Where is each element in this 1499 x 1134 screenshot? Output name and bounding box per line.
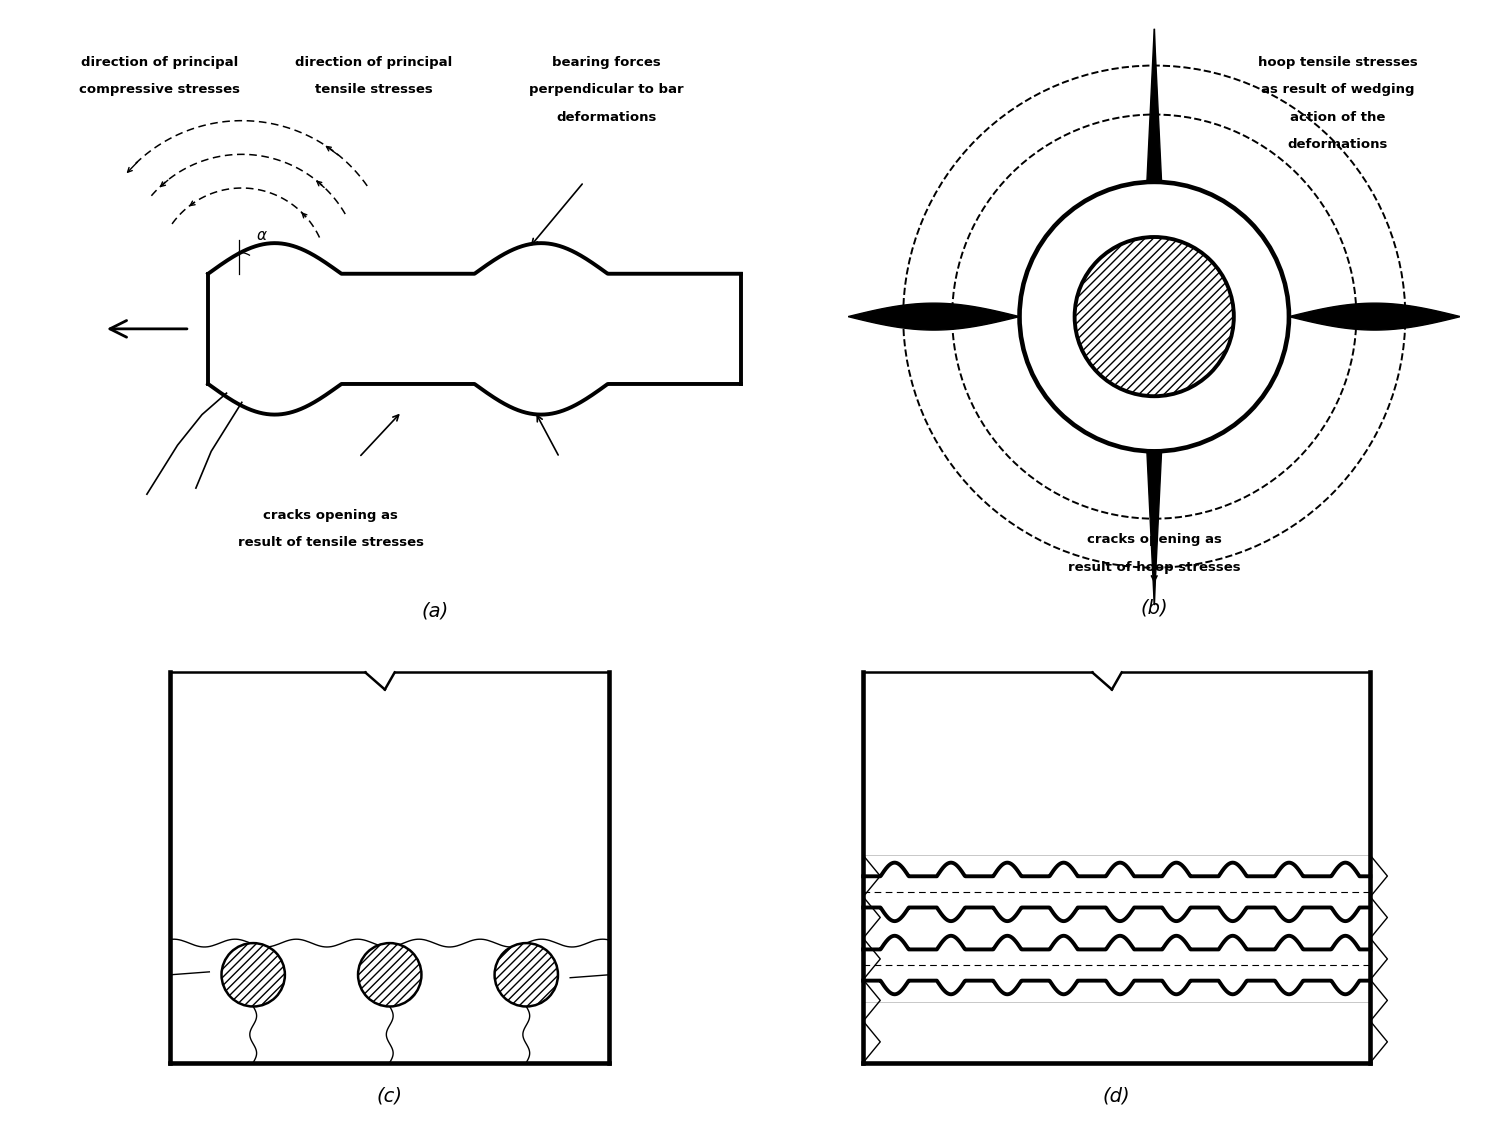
Text: cracks opening as: cracks opening as [264,509,399,522]
Text: (c): (c) [376,1086,403,1106]
Text: deformations: deformations [556,111,657,124]
Text: direction of principal: direction of principal [295,56,453,68]
Text: tensile stresses: tensile stresses [315,83,432,96]
Polygon shape [1147,28,1162,181]
Circle shape [1075,237,1234,396]
Text: (d): (d) [1103,1086,1130,1106]
Text: action of the: action of the [1291,111,1385,124]
Circle shape [222,943,285,1007]
Polygon shape [1147,451,1162,604]
Text: (b): (b) [1141,599,1168,618]
Text: result of hoop stresses: result of hoop stresses [1067,560,1241,574]
Text: result of tensile stresses: result of tensile stresses [238,536,424,549]
Text: deformations: deformations [1288,138,1388,151]
Text: hoop tensile stresses: hoop tensile stresses [1258,56,1418,68]
Circle shape [495,943,558,1007]
Text: as result of wedging: as result of wedging [1261,83,1415,96]
Text: bearing forces: bearing forces [552,56,661,68]
Polygon shape [848,303,1019,330]
Text: (a): (a) [421,602,448,620]
Text: compressive stresses: compressive stresses [78,83,240,96]
Polygon shape [1289,303,1460,330]
Text: cracks opening as: cracks opening as [1087,533,1222,547]
Text: perpendicular to bar: perpendicular to bar [529,83,684,96]
Text: $\alpha$: $\alpha$ [256,228,268,243]
Circle shape [358,943,421,1007]
Text: direction of principal: direction of principal [81,56,238,68]
